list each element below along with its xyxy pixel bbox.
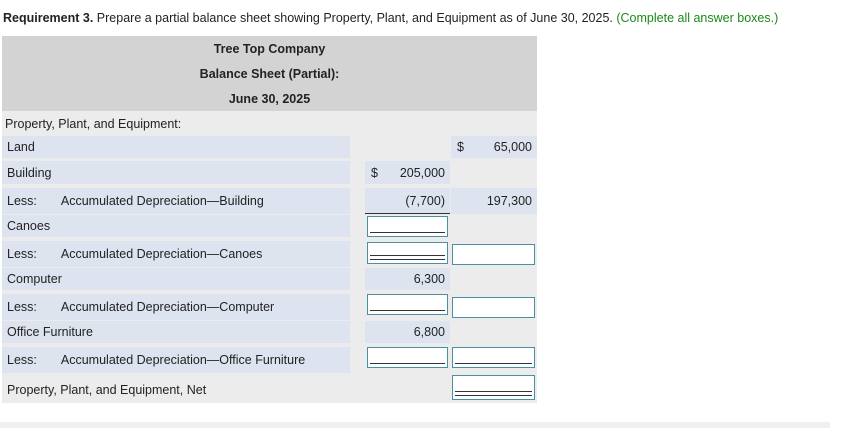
account-name: Accumulated Depreciation—Canoes [60,247,263,261]
amount-cell: 6,300 [365,268,450,290]
less-label: Less: [7,353,37,367]
row-label: Less: Accumulated Depreciation—Building [2,188,350,214]
instruction: Requirement 3. Prepare a partial balance… [3,11,778,25]
account-name: Accumulated Depreciation—Computer [60,300,275,314]
account-name: Accumulated Depreciation—Office Furnitur… [60,353,306,367]
amount-cell: 6,800 [365,321,450,343]
instruction-text: Prepare a partial balance sheet showing … [96,11,613,25]
answer-box[interactable] [452,244,535,265]
instruction-note: (Complete all answer boxes.) [616,11,779,25]
account-name: Land [7,140,35,154]
requirement-label: Requirement 3. [3,11,94,25]
row-label: Less: Accumulated Depreciation—Office Fur… [2,347,350,373]
amount: 65,000 [493,140,532,154]
amount-cell: 197,300 [451,188,537,214]
answer-box[interactable] [452,375,535,400]
less-label: Less: [7,247,37,261]
row-label: Less: Accumulated Depreciation—Computer [2,294,350,320]
sheet-date: June 30, 2025 [228,92,311,106]
sheet-title: Balance Sheet (Partial): [199,67,340,81]
sheet-header: Tree Top Company Balance Sheet (Partial)… [2,36,537,111]
amount: (7,700) [405,193,445,208]
account-name: Canoes [7,219,51,233]
row-label: Office Furniture [2,321,350,343]
row-label: Property, Plant, and Equipment, Net [2,376,350,403]
account-name: Property, Plant, and Equipment, Net [7,382,207,397]
answer-box[interactable] [367,242,448,264]
answer-box[interactable] [367,347,448,368]
amount: 6,300 [413,272,445,286]
account-name: Office Furniture [7,325,93,339]
account-name: Building [7,165,52,180]
row-label: Computer [2,268,350,290]
amount: 6,800 [413,325,445,339]
account-name: Computer [7,272,62,286]
answer-box[interactable] [367,294,448,315]
answer-box[interactable] [452,297,535,318]
currency-sign: $ [371,165,378,180]
amount: 205,000 [399,165,445,180]
answer-box[interactable] [452,347,535,368]
row-label: Building [2,161,350,184]
amount: 197,300 [486,194,532,208]
amount-cell: (7,700) [365,188,450,214]
row-label: Less: Accumulated Depreciation—Canoes [2,241,350,267]
amount-cell: $205,000 [365,161,450,184]
answer-box[interactable] [367,216,448,237]
company: Tree Top Company [213,42,326,56]
account-name: Accumulated Depreciation—Building [60,194,264,208]
row-label: Canoes [2,215,350,237]
currency-sign: $ [457,140,464,154]
section-title: Property, Plant, and Equipment: [5,117,182,131]
row-label: Land [2,136,350,158]
footer-bar [0,422,830,428]
amount-cell: $65,000 [451,136,537,158]
less-label: Less: [7,194,37,208]
less-label: Less: [7,300,37,314]
